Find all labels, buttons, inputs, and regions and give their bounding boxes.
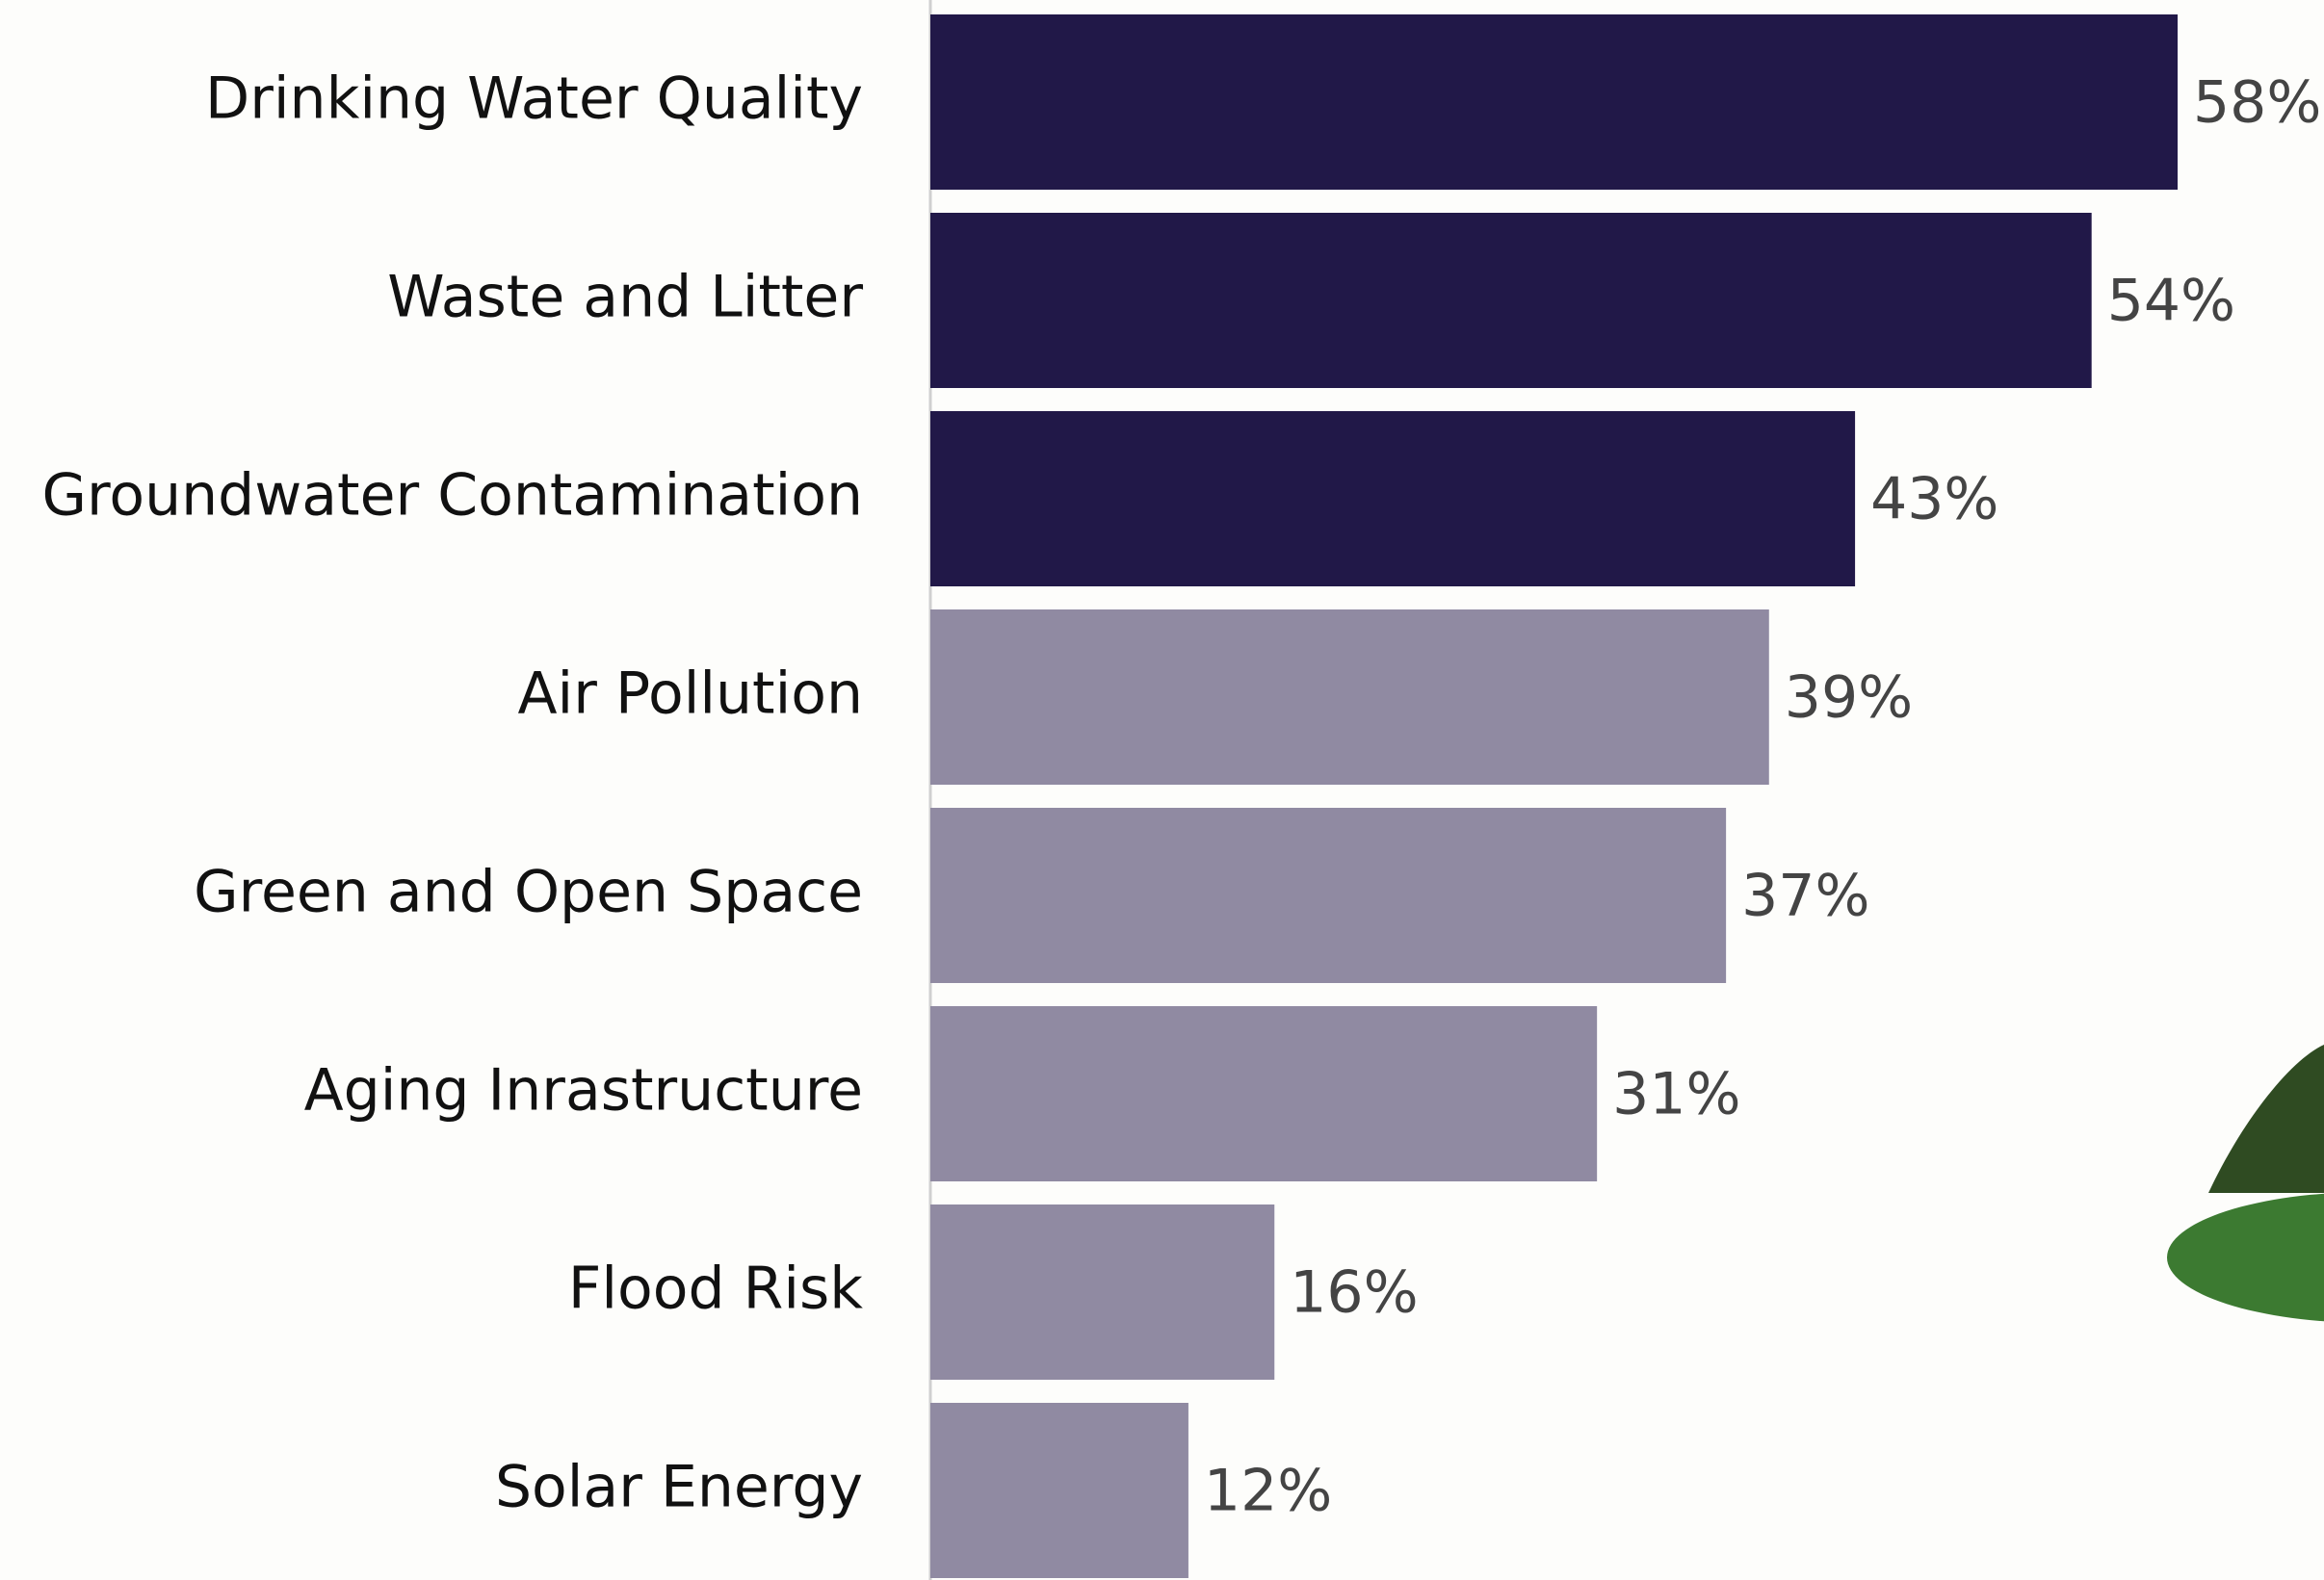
bar: [930, 14, 2178, 190]
category-label: Green and Open Space: [194, 859, 863, 926]
category-label: Waste and Litter: [387, 264, 863, 331]
bar: [930, 1403, 1188, 1578]
category-label: Air Pollution: [517, 660, 863, 728]
value-label: 54%: [2107, 268, 2235, 335]
bar: [930, 1204, 1275, 1380]
category-label: Groundwater Contamination: [42, 462, 863, 530]
bar: [930, 609, 1769, 785]
category-label: Drinking Water Quality: [205, 65, 863, 133]
decor-hill: [2208, 1045, 2324, 1193]
category-label: Aging Inrastructure: [304, 1057, 863, 1125]
value-label: 31%: [1612, 1061, 1740, 1128]
bar: [930, 808, 1727, 983]
value-label: 39%: [1785, 664, 1913, 732]
value-label: 12%: [1204, 1458, 1332, 1525]
category-label: Solar Energy: [495, 1454, 863, 1521]
bar: [930, 1006, 1598, 1181]
decor-ellipse: [2167, 1193, 2324, 1322]
bar: [930, 411, 1856, 586]
value-label: 16%: [1290, 1259, 1418, 1327]
value-label: 37%: [1741, 863, 1869, 930]
bar: [930, 213, 2092, 388]
value-label: 43%: [1870, 466, 1998, 533]
value-label: 58%: [2193, 69, 2321, 137]
category-label: Flood Risk: [568, 1256, 863, 1323]
